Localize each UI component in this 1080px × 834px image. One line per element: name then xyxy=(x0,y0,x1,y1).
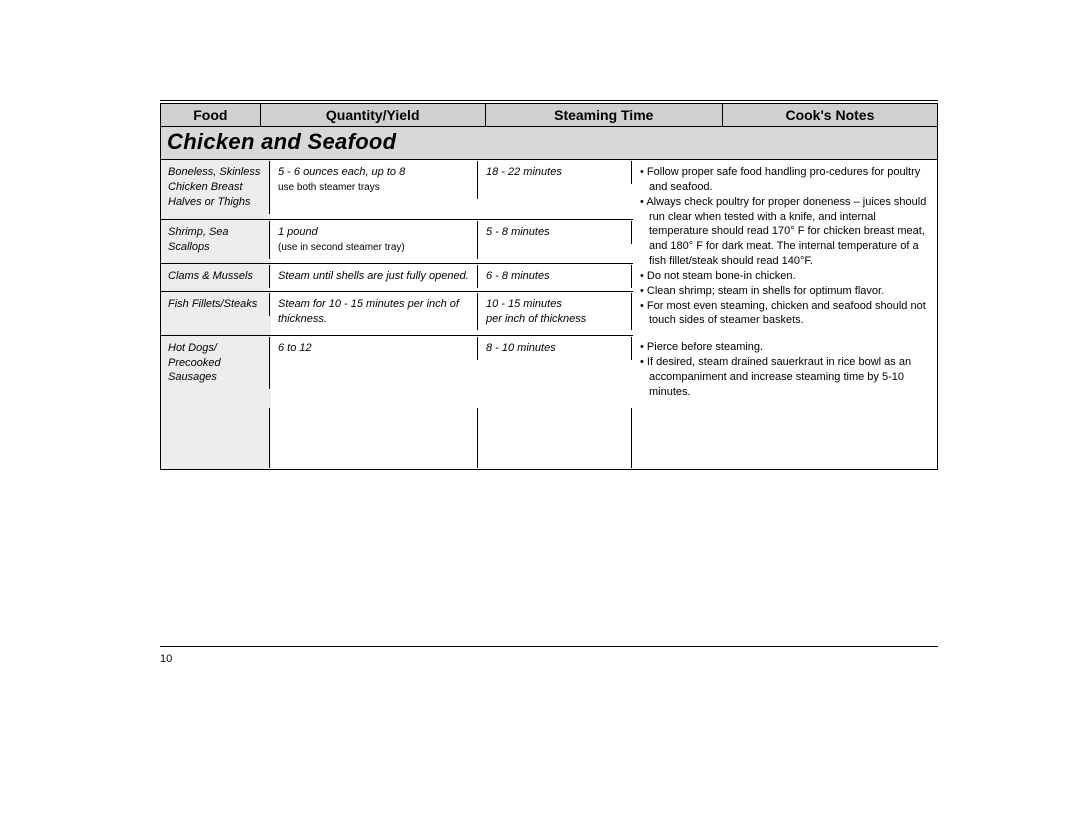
section-title: Chicken and Seafood xyxy=(161,127,937,159)
note-item: If desired, steam drained sauerkraut in … xyxy=(640,355,930,400)
qty-cell: Steam for 10 - 15 minutes per inch of th… xyxy=(272,293,478,331)
header-food: Food xyxy=(161,104,261,127)
qty-cell: 6 to 12 xyxy=(272,337,478,360)
time-cell: 10 - 15 minutes per inch of thickness xyxy=(480,293,632,331)
qty-sub: use both steamer trays xyxy=(278,182,380,193)
qty-text: 5 - 6 ounces each, up to 8 xyxy=(278,166,405,178)
steaming-table: Food Quantity/Yield Steaming Time Cook's… xyxy=(160,103,938,160)
page-number: 10 xyxy=(160,653,938,665)
table-body-wrap: Boneless, Skinless Chicken Breast Halves… xyxy=(160,160,938,470)
notes-list-lower: Pierce before steaming. If desired, stea… xyxy=(640,340,930,399)
page-content: Food Quantity/Yield Steaming Time Cook's… xyxy=(160,100,938,665)
header-time: Steaming Time xyxy=(485,104,722,127)
table-row: Hot Dogs/ Precooked Sausages 6 to 12 8 -… xyxy=(161,335,937,406)
qty-cell: 5 - 6 ounces each, up to 8 use both stea… xyxy=(272,161,478,199)
section-row: Chicken and Seafood xyxy=(161,127,938,160)
note-item: Follow proper safe food handling pro-ced… xyxy=(640,165,930,195)
time-sub: per inch of thickness xyxy=(486,313,586,325)
note-item: For most even steaming, chicken and seaf… xyxy=(640,299,930,329)
note-item: Pierce before steaming. xyxy=(640,340,930,355)
top-rule xyxy=(160,100,938,101)
time-cell: 8 - 10 minutes xyxy=(480,337,632,360)
header-row: Food Quantity/Yield Steaming Time Cook's… xyxy=(161,104,938,127)
header-qty: Quantity/Yield xyxy=(260,104,485,127)
food-cell: Shrimp, Sea Scallops xyxy=(162,221,270,259)
note-item: Clean shrimp; steam in shells for optimu… xyxy=(640,284,930,299)
note-item: Always check poultry for proper doneness… xyxy=(640,195,930,269)
food-cell: Boneless, Skinless Chicken Breast Halves… xyxy=(162,161,270,214)
qty-cell: 1 pound (use in second steamer tray) xyxy=(272,221,478,259)
time-cell: 6 - 8 minutes xyxy=(480,265,632,288)
note-item: Do not steam bone-in chicken. xyxy=(640,269,930,284)
table-body: Boneless, Skinless Chicken Breast Halves… xyxy=(161,160,937,469)
header-notes: Cook's Notes xyxy=(722,104,937,127)
qty-text: 1 pound xyxy=(278,226,318,238)
table-row: Boneless, Skinless Chicken Breast Halves… xyxy=(161,160,937,219)
bottom-rule xyxy=(160,646,938,647)
pad-cell xyxy=(634,408,936,468)
pad-cell xyxy=(272,408,478,468)
pad-cell xyxy=(480,408,632,468)
notes-cell-upper: Follow proper safe food handling pro-ced… xyxy=(634,161,936,334)
table-padding-row xyxy=(161,407,937,469)
notes-list-upper: Follow proper safe food handling pro-ced… xyxy=(640,165,930,328)
time-cell: 5 - 8 minutes xyxy=(480,221,632,244)
food-cell: Hot Dogs/ Precooked Sausages xyxy=(162,337,270,390)
pad-cell xyxy=(162,408,270,468)
qty-sub: (use in second steamer tray) xyxy=(278,242,405,253)
notes-cell-lower: Pierce before steaming. If desired, stea… xyxy=(634,336,936,405)
food-cell: Clams & Mussels xyxy=(162,265,270,288)
time-cell: 18 - 22 minutes xyxy=(480,161,632,184)
time-text: 10 - 15 minutes xyxy=(486,298,562,310)
qty-cell: Steam until shells are just fully opened… xyxy=(272,265,478,288)
food-cell: Fish Fillets/Steaks xyxy=(162,293,270,316)
